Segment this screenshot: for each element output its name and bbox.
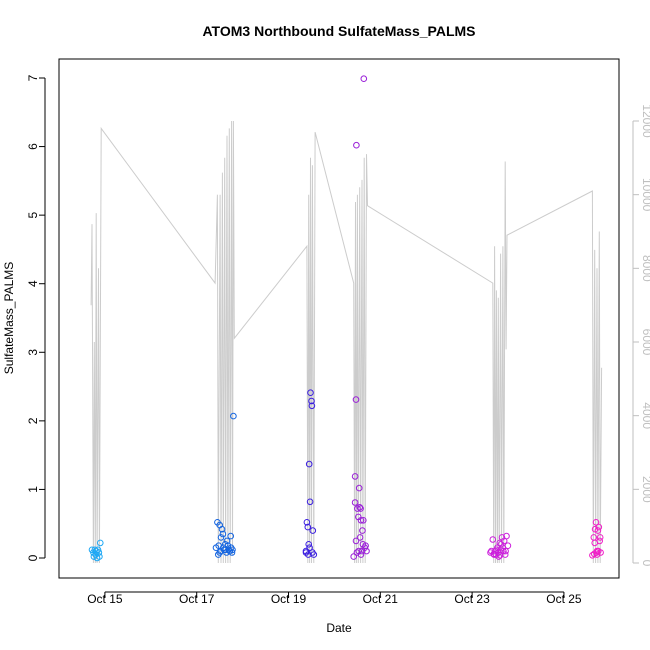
data-point xyxy=(97,539,104,547)
chart-title: ATOM3 Northbound SulfateMass_PALMS xyxy=(202,23,475,39)
data-point xyxy=(594,527,602,534)
data-point xyxy=(306,544,313,552)
data-point xyxy=(357,505,364,512)
data-point xyxy=(351,473,359,480)
y-tick-label: 7 xyxy=(26,74,40,81)
data-point xyxy=(363,547,370,555)
x-tick-label: Oct 23 xyxy=(454,592,490,606)
data-point xyxy=(303,519,311,526)
data-point xyxy=(591,539,599,547)
y-tick-label: 1 xyxy=(26,486,40,493)
x-tick-label: Oct 25 xyxy=(546,592,582,606)
scatter-points-layer xyxy=(88,75,604,562)
y-tick-label: 3 xyxy=(26,349,40,356)
y2-tick-label: 4000 xyxy=(640,402,650,429)
y-tick-label: 0 xyxy=(26,554,40,561)
data-point xyxy=(304,523,312,531)
data-point xyxy=(308,397,315,405)
axes-layer: 0 1 2 3 4 5 6 7 0 2000 4000 6000 8000 10000 12000 Oct 1… xyxy=(26,58,650,606)
data-point xyxy=(306,498,314,506)
data-point xyxy=(305,541,313,548)
data-point xyxy=(217,534,225,541)
data-point xyxy=(309,549,316,556)
data-point xyxy=(350,553,358,560)
data-point xyxy=(219,530,227,538)
data-point xyxy=(353,141,360,149)
data-point xyxy=(227,532,234,540)
data-point xyxy=(355,547,363,555)
data-point xyxy=(222,546,229,554)
data-point xyxy=(356,504,364,511)
x-axis-label: Date xyxy=(326,621,352,635)
data-point xyxy=(360,75,368,82)
data-point xyxy=(360,517,367,524)
y-tick-label: 5 xyxy=(26,211,40,218)
data-point xyxy=(95,549,103,556)
data-point xyxy=(487,549,494,556)
data-point xyxy=(308,402,316,410)
data-point xyxy=(498,534,506,541)
data-point xyxy=(593,549,600,556)
data-point xyxy=(94,546,102,554)
data-point xyxy=(595,523,603,531)
data-point xyxy=(353,549,361,556)
data-point xyxy=(359,527,366,534)
y-axis-label: SulfateMass_PALMS xyxy=(2,262,16,375)
data-point xyxy=(352,537,360,545)
x-tick-label: Oct 19 xyxy=(271,592,307,606)
data-point xyxy=(596,534,604,541)
data-point xyxy=(218,525,226,533)
y-tick-label: 2 xyxy=(26,417,40,424)
y2-tick-label: 0 xyxy=(640,560,650,567)
data-point xyxy=(228,549,236,556)
y2-tick-label: 12000 xyxy=(640,104,650,138)
y2-tick-label: 8000 xyxy=(640,255,650,282)
data-point xyxy=(223,537,231,545)
data-point xyxy=(490,550,498,558)
data-point xyxy=(229,546,236,554)
y2-tick-label: 6000 xyxy=(640,329,650,356)
data-point xyxy=(309,527,317,534)
data-point xyxy=(307,389,314,397)
data-point xyxy=(357,517,365,524)
altitude-line xyxy=(90,120,603,564)
data-point xyxy=(305,460,313,468)
data-point xyxy=(355,484,363,492)
x-tick-label: Oct 15 xyxy=(87,592,123,606)
data-point xyxy=(497,541,505,548)
data-point xyxy=(230,412,237,420)
y2-tick-label: 10000 xyxy=(640,178,650,212)
data-point xyxy=(351,499,359,506)
data-point xyxy=(592,519,600,526)
data-point xyxy=(302,547,310,555)
y-tick-label: 4 xyxy=(26,280,40,287)
y-tick-label: 6 xyxy=(26,143,40,150)
x-tick-label: Oct 21 xyxy=(363,592,399,606)
data-point xyxy=(212,544,220,552)
x-tick-label: Oct 17 xyxy=(179,592,215,606)
data-point xyxy=(216,549,223,556)
y2-tick-label: 2000 xyxy=(640,476,650,503)
data-point xyxy=(352,396,360,403)
data-point xyxy=(502,547,509,555)
altitude-line-layer xyxy=(90,120,603,564)
data-point xyxy=(503,532,510,540)
data-point xyxy=(595,547,602,555)
plot-frame xyxy=(58,58,620,579)
data-point xyxy=(496,552,504,559)
data-point xyxy=(96,553,103,560)
data-point xyxy=(489,536,497,543)
data-point xyxy=(356,534,364,541)
